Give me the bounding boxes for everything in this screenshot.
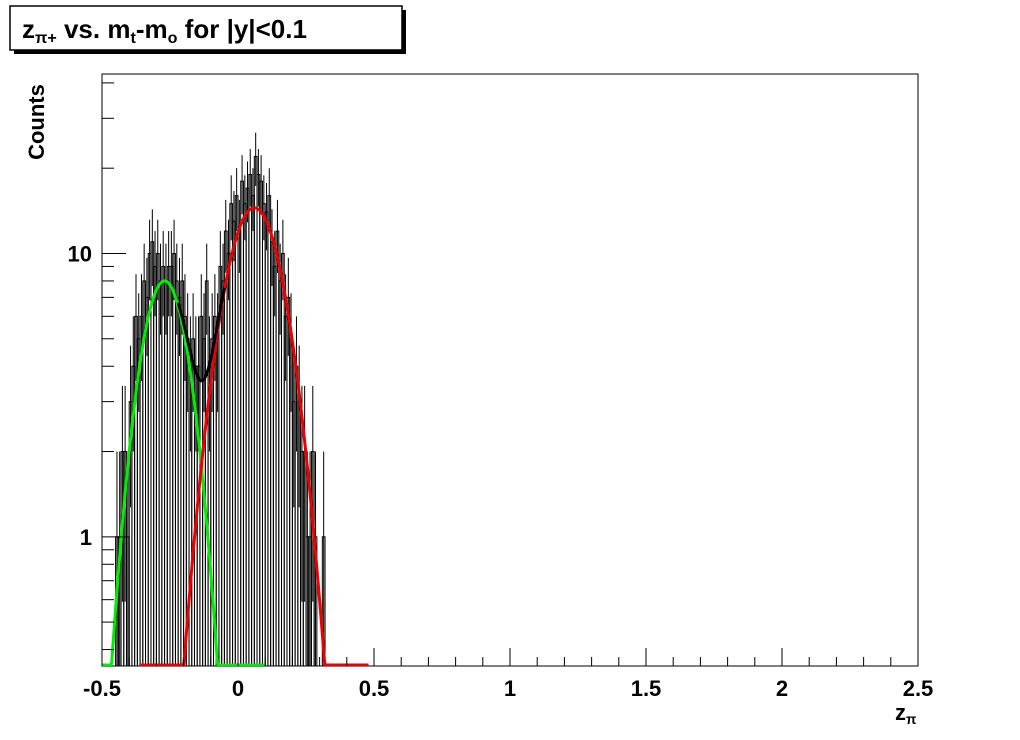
x-tick-label: 2.5: [903, 676, 934, 701]
x-tick-label: 2: [776, 676, 788, 701]
y-axis-label: Counts: [24, 84, 49, 160]
x-tick-label: 1.5: [631, 676, 662, 701]
text-part: for |y|<0.1: [177, 14, 306, 44]
y-tick-label: 1: [80, 525, 92, 550]
x-tick-label: 0.5: [359, 676, 390, 701]
fit-curve: [140, 206, 369, 666]
text-part: -m: [136, 14, 168, 44]
y-tick-label: 10: [68, 241, 92, 266]
text-part: z: [895, 700, 906, 725]
chart-title: zπ+ vs. mt-mo for |y|<0.1: [22, 14, 307, 47]
total-fit-curve: [176, 287, 226, 383]
x-axis-label: zπ: [895, 700, 917, 727]
title-box: [9, 5, 403, 51]
subscript: π: [906, 712, 917, 727]
text-part: vs. m: [57, 14, 131, 44]
subscript: π+: [35, 29, 57, 47]
x-tick-label: 1: [504, 676, 516, 701]
x-tick-label: -0.5: [83, 676, 121, 701]
text-part: z: [22, 14, 35, 44]
x-tick-label: 0: [232, 676, 244, 701]
subscript: t: [130, 29, 136, 47]
subscript: o: [168, 29, 178, 47]
